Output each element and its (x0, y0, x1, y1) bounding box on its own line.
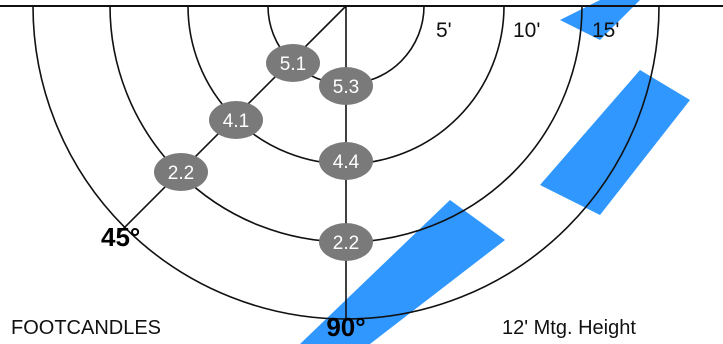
angle-label-90: 90° (326, 312, 365, 342)
value-badge: 4.4 (319, 142, 373, 180)
mounting-height-label: 12' Mtg. Height (502, 317, 636, 339)
value-badge: 4.1 (209, 101, 263, 139)
value-badge: 5.1 (266, 44, 320, 82)
distance-label-15: 15' (592, 19, 619, 42)
value-badge: 2.2 (154, 153, 208, 191)
value-text: 4.1 (223, 111, 249, 132)
value-text: 5.1 (280, 54, 306, 75)
value-text: 4.4 (333, 152, 360, 173)
units-label: FOOTCANDLES (11, 317, 161, 339)
distance-label-10: 10' (513, 19, 540, 42)
angle-label-45: 45° (101, 222, 140, 252)
value-text: 5.3 (333, 77, 359, 98)
distance-label-5: 5' (436, 19, 452, 42)
value-badge: 2.2 (319, 223, 373, 261)
value-badge: 5.3 (319, 67, 373, 105)
value-text: 2.2 (168, 163, 194, 184)
value-text: 2.2 (333, 233, 359, 254)
